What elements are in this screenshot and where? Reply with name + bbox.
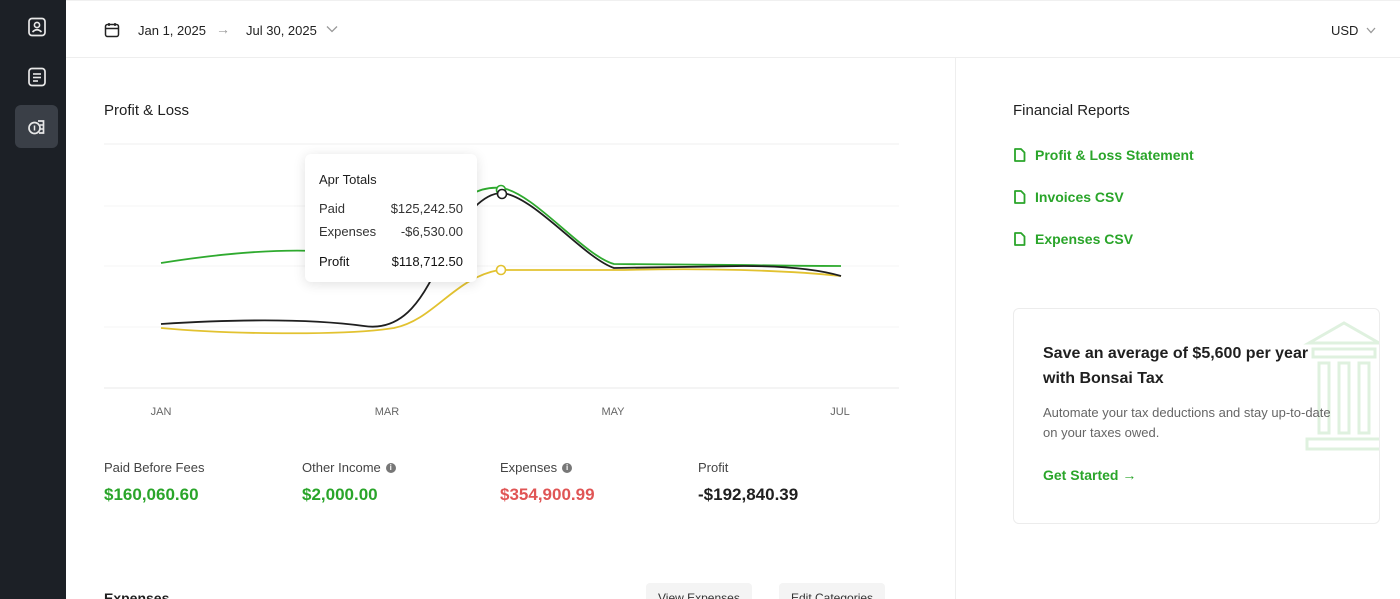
tooltip-row: Paid $125,242.50: [319, 201, 463, 216]
chart-tooltip: Apr Totals Paid $125,242.50 Expenses -$6…: [305, 154, 477, 282]
sidebar-rail: [0, 0, 66, 599]
chevron-down-icon[interactable]: [326, 25, 338, 33]
stat-label: Paid Before Fees: [104, 460, 205, 475]
date-range-start[interactable]: Jan 1, 2025: [138, 23, 206, 38]
stat-value: -$192,840.39: [698, 485, 799, 504]
x-tick-label: JAN: [151, 406, 172, 418]
expenses-line: [160, 268, 842, 335]
stat-label: Profit: [698, 460, 729, 475]
expenses-point[interactable]: [495, 264, 507, 276]
chevron-down-icon[interactable]: [1366, 27, 1376, 34]
tooltip-value: $118,712.50: [391, 254, 463, 269]
date-range-arrow: →: [216, 21, 230, 37]
rail-documents-button[interactable]: [15, 55, 58, 98]
report-link-label: Profit & Loss Statement: [1035, 147, 1194, 163]
stat-expenses: Expenses i $354,900.99: [500, 460, 595, 505]
report-link-label: Invoices CSV: [1035, 189, 1124, 205]
edit-categories-button[interactable]: Edit Categories: [779, 583, 886, 599]
tooltip-title: Apr Totals: [319, 172, 377, 187]
x-tick-label: JUL: [830, 406, 850, 418]
profit-loss-chart[interactable]: JAN MAR MAY JUL: [104, 138, 904, 428]
expenses-heading: Expenses: [104, 590, 170, 599]
stat-label: Other Income: [302, 460, 381, 475]
rail-finance-button[interactable]: [15, 105, 58, 148]
tooltip-value: $125,242.50: [390, 201, 463, 216]
expenses-csv-link[interactable]: Expenses CSV: [1013, 231, 1133, 247]
contact-card-icon: [27, 17, 46, 36]
top-bar: Jan 1, 2025 → Jul 30, 2025 USD: [66, 0, 1400, 58]
tooltip-label: Expenses: [319, 224, 377, 239]
main-content: Jan 1, 2025 → Jul 30, 2025 USD Profit & …: [66, 0, 1400, 599]
stat-other-income: Other Income i $2,000.00: [302, 460, 396, 505]
document-list-icon: [27, 67, 46, 86]
tooltip-row: Expenses -$6,530.00: [319, 224, 463, 239]
tooltip-label: Paid: [319, 201, 346, 216]
get-started-link[interactable]: Get Started →: [1043, 467, 1137, 483]
paid-line: [160, 186, 842, 267]
tooltip-row: Profit $118,712.50: [319, 254, 463, 269]
tooltip-value: -$6,530.00: [400, 224, 463, 239]
view-expenses-button[interactable]: View Expenses: [646, 583, 752, 599]
date-range-end[interactable]: Jul 30, 2025: [246, 23, 317, 38]
rail-contacts-button[interactable]: [15, 5, 58, 48]
stat-label: Expenses: [500, 460, 558, 475]
financial-reports-title: Financial Reports: [1013, 102, 1130, 119]
calendar-icon[interactable]: [104, 22, 120, 38]
x-tick-label: MAY: [601, 406, 625, 418]
stat-value: $160,060.60: [104, 485, 199, 504]
info-icon[interactable]: i: [385, 462, 396, 473]
profit-loss-statement-link[interactable]: Profit & Loss Statement: [1013, 147, 1194, 163]
info-icon[interactable]: i: [562, 462, 573, 473]
column-divider: [955, 58, 956, 599]
tax-card-body: Automate your tax deductions and stay up…: [1043, 405, 1331, 440]
tooltip-label: Profit: [319, 254, 350, 269]
currency-selector[interactable]: USD: [1331, 23, 1359, 38]
money-icon: [27, 119, 44, 134]
file-icon: [1014, 232, 1026, 246]
x-tick-label: MAR: [375, 406, 400, 418]
bank-building-icon: [1303, 321, 1379, 451]
profit-loss-title: Profit & Loss: [104, 102, 190, 119]
invoices-csv-link[interactable]: Invoices CSV: [1013, 189, 1124, 205]
stat-profit: Profit -$192,840.39: [698, 460, 798, 505]
file-icon: [1014, 148, 1026, 162]
profit-line: [160, 192, 842, 328]
bonsai-tax-card: Save an average of $5,600 per year with …: [1013, 308, 1380, 524]
report-link-label: Expenses CSV: [1035, 231, 1134, 247]
profit-point[interactable]: [496, 188, 508, 200]
tax-card-headline: Save an average of $5,600 per year with …: [1043, 345, 1309, 387]
stat-paid-before-fees: Paid Before Fees $160,060.60: [104, 460, 204, 505]
stat-value: $354,900.99: [500, 485, 595, 504]
stat-value: $2,000.00: [302, 485, 378, 504]
file-icon: [1014, 190, 1026, 204]
